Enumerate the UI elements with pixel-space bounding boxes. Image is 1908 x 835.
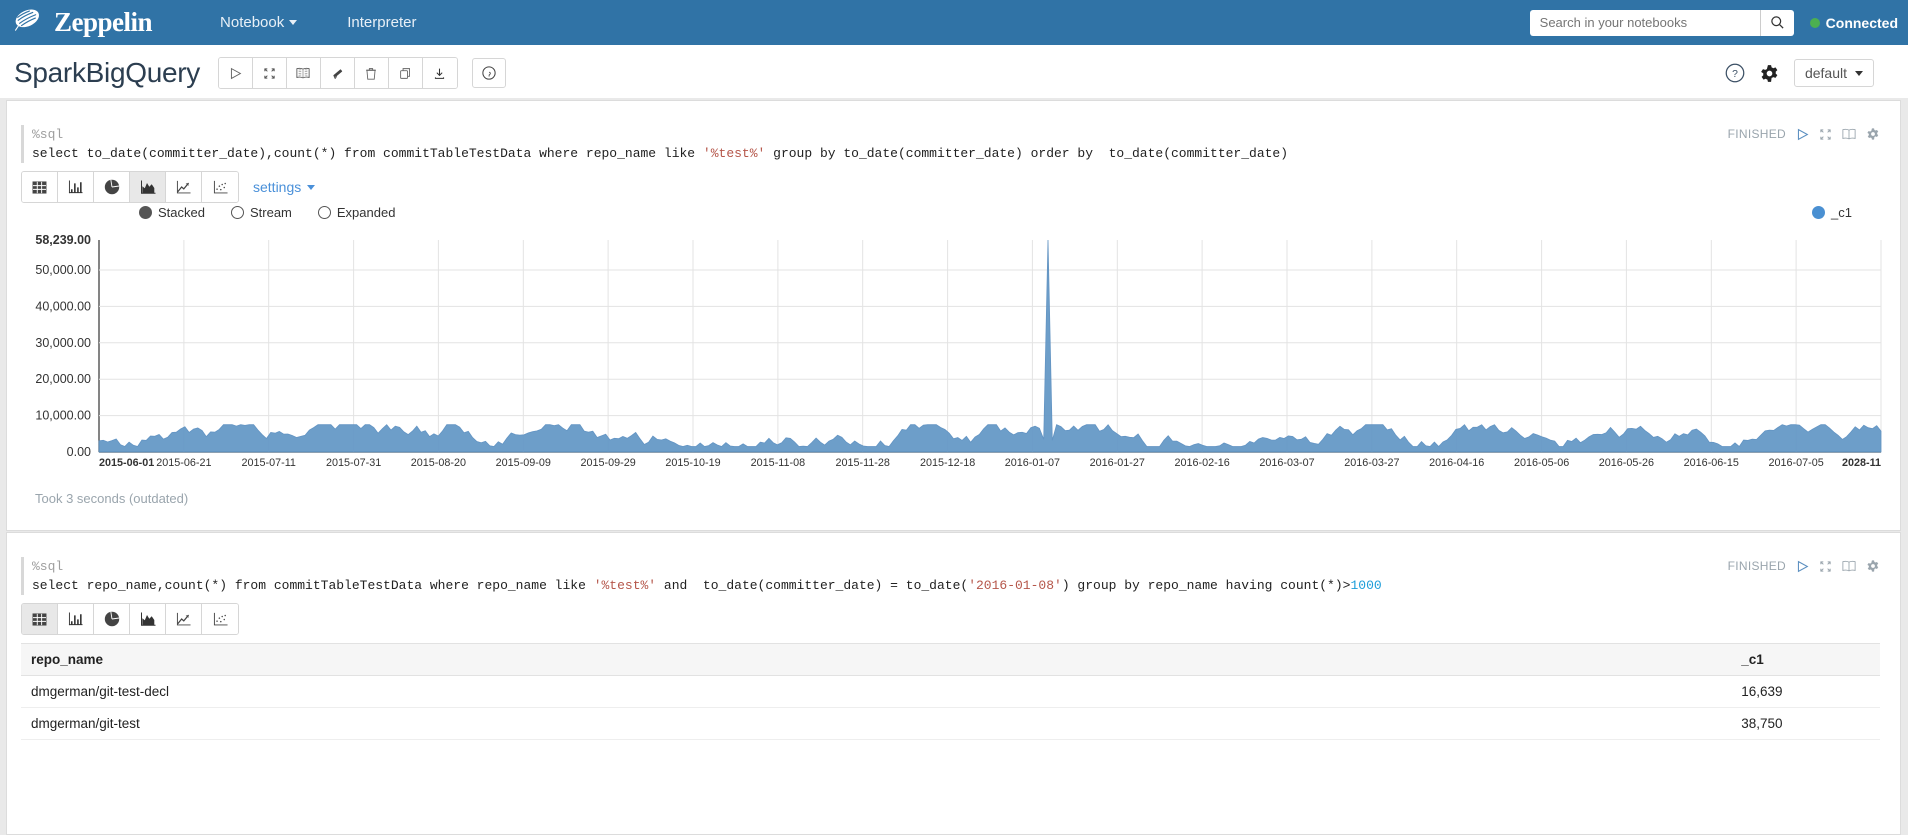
svg-text:2015-06-01: 2015-06-01 [99,457,154,469]
svg-text:2016-06-15: 2016-06-15 [1684,457,1739,469]
svg-text:2015-09-29: 2015-09-29 [580,457,635,469]
svg-text:2016-01-07: 2016-01-07 [1005,457,1060,469]
svg-text:2016-03-07: 2016-03-07 [1259,457,1314,469]
svg-text:20,000.00: 20,000.00 [35,372,91,386]
svg-text:2016-03-27: 2016-03-27 [1344,457,1399,469]
svg-text:2015-09-09: 2015-09-09 [496,457,551,469]
svg-text:?: ? [1732,69,1738,80]
svg-text:2015-07-11: 2015-07-11 [241,457,295,469]
svg-text:2016-05-26: 2016-05-26 [1599,457,1654,469]
svg-text:2016-07-05: 2016-07-05 [1768,457,1823,469]
svg-text:2016-04-16: 2016-04-16 [1429,457,1484,469]
svg-text:2028-11: 2028-11 [1842,457,1881,469]
svg-text:2015-08-20: 2015-08-20 [411,457,466,469]
svg-text:2015-12-18: 2015-12-18 [920,457,975,469]
svg-text:30,000.00: 30,000.00 [35,336,91,350]
svg-text:2016-02-16: 2016-02-16 [1174,457,1229,469]
svg-text:2015-07-31: 2015-07-31 [326,457,381,469]
svg-text:2015-06-21: 2015-06-21 [156,457,211,469]
svg-text:10,000.00: 10,000.00 [35,409,91,423]
svg-text:2016-05-06: 2016-05-06 [1514,457,1569,469]
svg-text:40,000.00: 40,000.00 [35,299,91,313]
svg-text:0.00: 0.00 [67,445,91,459]
svg-text:2015-10-19: 2015-10-19 [665,457,720,469]
svg-text:58,239.00: 58,239.00 [35,233,91,247]
svg-text:50,000.00: 50,000.00 [35,263,91,277]
svg-text:2015-11-08: 2015-11-08 [751,457,805,469]
svg-text:2015-11-28: 2015-11-28 [835,457,889,469]
svg-text:2016-01-27: 2016-01-27 [1090,457,1145,469]
